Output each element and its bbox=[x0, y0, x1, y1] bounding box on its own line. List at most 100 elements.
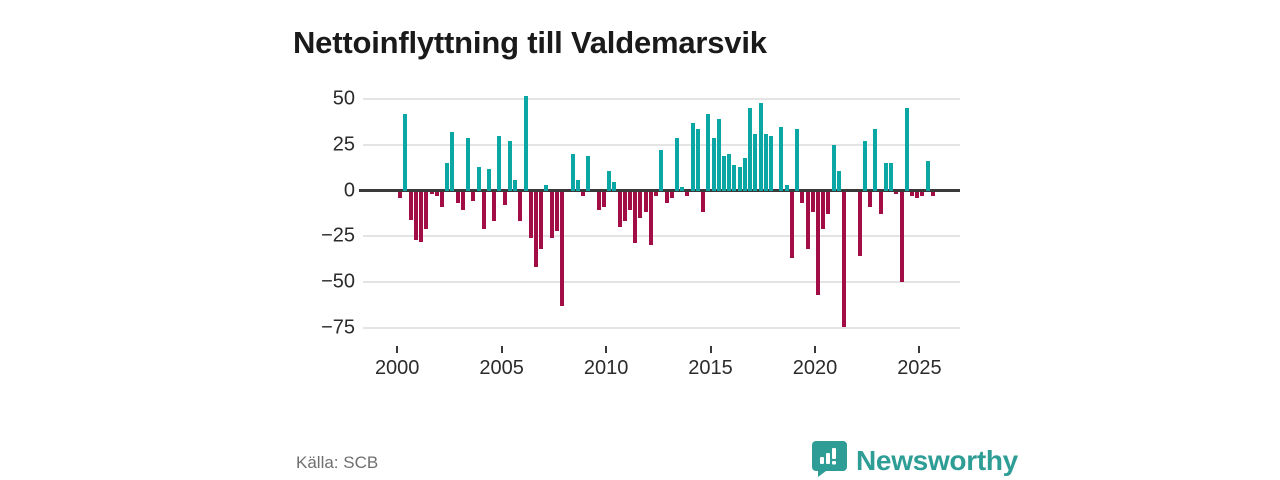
y-tick-label: 0 bbox=[343, 179, 355, 202]
bar-2008Q4 bbox=[580, 192, 585, 196]
x-tick-label: 2010 bbox=[583, 357, 629, 379]
bar-2019Q3 bbox=[805, 192, 810, 249]
bar-2001Q3 bbox=[429, 192, 434, 194]
bar-2010Q2 bbox=[612, 181, 617, 191]
gridline bbox=[363, 326, 960, 329]
bar-2011Q4 bbox=[643, 192, 648, 213]
bar-2003Q3 bbox=[471, 192, 476, 202]
newsworthy-speech-bubble-bar-chart-icon bbox=[812, 440, 847, 480]
x-tick bbox=[814, 346, 816, 353]
bar-2011Q3 bbox=[638, 192, 643, 218]
bar-2014Q2 bbox=[695, 128, 700, 191]
bar-2019Q2 bbox=[800, 192, 805, 204]
bar-2001Q2 bbox=[424, 192, 429, 229]
bar-2006Q2 bbox=[528, 192, 533, 238]
bar-2015Q2 bbox=[716, 119, 721, 191]
bar-2008Q3 bbox=[575, 179, 580, 191]
bar-2020Q3 bbox=[826, 192, 831, 215]
bar-2022Q4 bbox=[873, 128, 878, 191]
bar-2012Q1 bbox=[648, 192, 653, 246]
bar-2003Q4 bbox=[476, 166, 481, 191]
bar-2025Q2 bbox=[925, 161, 930, 191]
bar-2016Q1 bbox=[732, 165, 737, 191]
bar-2020Q2 bbox=[821, 192, 826, 229]
bar-2006Q3 bbox=[533, 192, 538, 268]
zero-axis-line bbox=[359, 189, 960, 193]
bar-2012Q2 bbox=[654, 192, 659, 196]
bar-2004Q1 bbox=[481, 192, 486, 229]
bar-2007Q3 bbox=[554, 192, 559, 231]
gridline bbox=[363, 235, 960, 238]
bar-2023Q4 bbox=[894, 192, 899, 194]
x-tick bbox=[396, 346, 399, 353]
x-tick-label: 2020 bbox=[792, 357, 838, 379]
bar-2001Q1 bbox=[419, 192, 424, 242]
bar-2002Q4 bbox=[455, 192, 460, 204]
y-tick-label: −25 bbox=[321, 224, 355, 247]
bar-2024Q1 bbox=[899, 192, 904, 282]
bar-2005Q4 bbox=[518, 192, 523, 222]
bar-2013Q2 bbox=[674, 137, 679, 191]
bar-2007Q4 bbox=[560, 192, 565, 306]
bar-2006Q4 bbox=[539, 192, 544, 249]
x-tick-label: 2025 bbox=[897, 357, 942, 379]
bar-2011Q2 bbox=[633, 192, 638, 244]
bar-2018Q2 bbox=[779, 126, 784, 191]
gridline bbox=[363, 281, 960, 284]
bar-2025Q3 bbox=[930, 192, 935, 196]
bar-2022Q2 bbox=[863, 141, 867, 191]
bar-2021Q2 bbox=[842, 192, 847, 328]
bar-2000Q3 bbox=[408, 192, 413, 220]
newsworthy-logo-text: Newsworthy bbox=[856, 445, 1018, 476]
bar-2015Q1 bbox=[711, 137, 716, 191]
bar-2016Q3 bbox=[742, 157, 747, 191]
bar-2000Q4 bbox=[413, 192, 418, 240]
bar-2015Q3 bbox=[721, 155, 726, 191]
bar-2010Q3 bbox=[617, 192, 622, 227]
bar-2000Q1 bbox=[398, 192, 403, 198]
bar-2017Q1 bbox=[753, 134, 758, 191]
x-tick-label: 2005 bbox=[479, 357, 524, 379]
x-tick bbox=[605, 346, 608, 353]
bar-2017Q4 bbox=[768, 135, 773, 191]
bar-2004Q4 bbox=[497, 135, 502, 191]
gridline bbox=[363, 98, 960, 101]
bar-2013Q3 bbox=[680, 187, 685, 191]
bar-2010Q4 bbox=[622, 192, 627, 222]
bar-2025Q1 bbox=[920, 192, 925, 196]
bar-2022Q3 bbox=[868, 192, 873, 207]
x-tick bbox=[500, 346, 503, 353]
bar-2019Q1 bbox=[795, 128, 800, 191]
bar-2012Q3 bbox=[659, 150, 664, 191]
bar-2024Q3 bbox=[910, 192, 914, 196]
bar-2002Q3 bbox=[450, 132, 455, 191]
bar-2006Q1 bbox=[523, 95, 528, 191]
newsworthy-logo: Newsworthy bbox=[812, 440, 1018, 480]
bar-2002Q2 bbox=[445, 163, 450, 191]
bar-2004Q3 bbox=[492, 192, 497, 222]
bar-2009Q3 bbox=[596, 192, 601, 211]
source-label: Källa: SCB bbox=[296, 453, 379, 472]
bar-2016Q4 bbox=[748, 108, 753, 191]
bar-2008Q2 bbox=[570, 154, 575, 191]
bar-2020Q1 bbox=[816, 192, 820, 295]
bar-2000Q2 bbox=[403, 113, 408, 191]
bar-2001Q4 bbox=[434, 192, 439, 196]
x-tick-label: 2015 bbox=[688, 357, 733, 379]
bar-2023Q3 bbox=[889, 163, 894, 191]
x-tick bbox=[918, 346, 921, 353]
bar-2018Q3 bbox=[784, 185, 789, 191]
bar-2019Q4 bbox=[810, 192, 815, 213]
bar-2024Q4 bbox=[915, 192, 920, 198]
bar-2021Q1 bbox=[836, 170, 841, 191]
bar-2022Q1 bbox=[857, 192, 862, 257]
y-tick-label: 50 bbox=[332, 87, 355, 110]
bar-2024Q2 bbox=[904, 108, 909, 191]
bar-2016Q2 bbox=[737, 166, 742, 191]
bar-2014Q3 bbox=[701, 192, 706, 213]
bar-2005Q1 bbox=[502, 192, 507, 205]
bar-2009Q1 bbox=[586, 155, 591, 191]
bar-2007Q1 bbox=[544, 185, 549, 191]
bar-2005Q3 bbox=[513, 179, 518, 191]
